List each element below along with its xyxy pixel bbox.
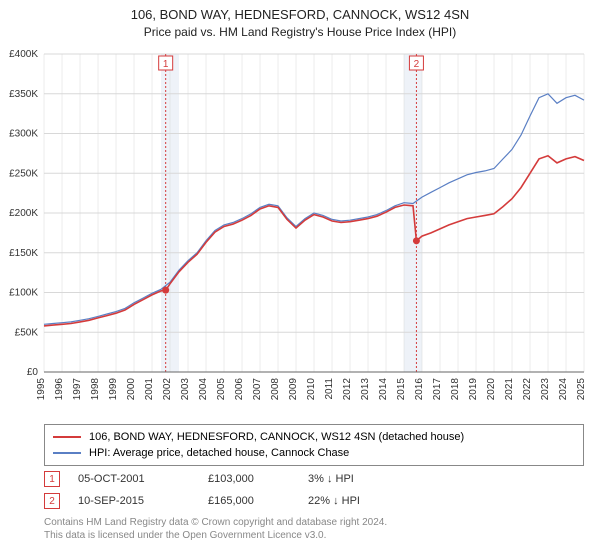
- svg-text:2020: 2020: [486, 378, 497, 401]
- legend-label: 106, BOND WAY, HEDNESFORD, CANNOCK, WS12…: [89, 431, 464, 443]
- sale-marker-row: 2 10-SEP-2015 £165,000 22% ↓ HPI: [44, 490, 584, 512]
- chart-subtitle: Price paid vs. HM Land Registry's House …: [0, 24, 600, 41]
- svg-text:2016: 2016: [414, 378, 425, 401]
- svg-text:£400K: £400K: [9, 49, 38, 60]
- sale-markers-table: 1 05-OCT-2001 £103,000 3% ↓ HPI 2 10-SEP…: [44, 468, 584, 512]
- svg-text:2007: 2007: [252, 378, 263, 401]
- svg-text:2010: 2010: [306, 378, 317, 401]
- marker-date: 10-SEP-2015: [78, 495, 208, 507]
- svg-text:2022: 2022: [522, 378, 533, 401]
- svg-text:2014: 2014: [378, 378, 389, 401]
- sale-marker-row: 1 05-OCT-2001 £103,000 3% ↓ HPI: [44, 468, 584, 490]
- svg-text:2008: 2008: [270, 378, 281, 401]
- footer-line: This data is licensed under the Open Gov…: [44, 529, 584, 542]
- legend-swatch: [53, 436, 81, 438]
- svg-text:1997: 1997: [72, 378, 83, 401]
- legend: 106, BOND WAY, HEDNESFORD, CANNOCK, WS12…: [44, 424, 584, 466]
- legend-label: HPI: Average price, detached house, Cann…: [89, 447, 349, 459]
- svg-text:£150K: £150K: [9, 248, 38, 259]
- svg-text:£300K: £300K: [9, 129, 38, 140]
- svg-text:1995: 1995: [36, 378, 47, 401]
- svg-text:2011: 2011: [324, 378, 335, 400]
- legend-item: HPI: Average price, detached house, Cann…: [53, 445, 575, 461]
- svg-text:2023: 2023: [540, 378, 551, 401]
- svg-text:1998: 1998: [90, 378, 101, 401]
- svg-text:£50K: £50K: [15, 327, 39, 338]
- line-chart: £0£50K£100K£150K£200K£250K£300K£350K£400…: [44, 48, 584, 400]
- chart-container: 106, BOND WAY, HEDNESFORD, CANNOCK, WS12…: [0, 0, 600, 560]
- svg-text:2006: 2006: [234, 378, 245, 401]
- svg-text:2025: 2025: [576, 378, 587, 401]
- svg-text:2002: 2002: [162, 378, 173, 401]
- svg-text:2003: 2003: [180, 378, 191, 401]
- svg-text:£250K: £250K: [9, 168, 38, 179]
- svg-text:2024: 2024: [558, 378, 569, 401]
- svg-text:2001: 2001: [144, 378, 155, 401]
- svg-text:2: 2: [414, 59, 420, 70]
- marker-badge: 2: [44, 493, 60, 509]
- svg-text:2018: 2018: [450, 378, 461, 401]
- svg-text:2015: 2015: [396, 378, 407, 401]
- chart-area: £0£50K£100K£150K£200K£250K£300K£350K£400…: [44, 48, 584, 400]
- marker-pct: 22% ↓ HPI: [308, 495, 428, 507]
- svg-text:£100K: £100K: [9, 288, 38, 299]
- svg-text:2013: 2013: [360, 378, 371, 401]
- svg-text:1: 1: [163, 59, 169, 70]
- svg-text:2019: 2019: [468, 378, 479, 401]
- svg-text:£200K: £200K: [9, 208, 38, 219]
- marker-pct: 3% ↓ HPI: [308, 473, 428, 485]
- marker-price: £165,000: [208, 495, 308, 507]
- svg-text:2012: 2012: [342, 378, 353, 401]
- footer-attribution: Contains HM Land Registry data © Crown c…: [44, 516, 584, 542]
- footer-line: Contains HM Land Registry data © Crown c…: [44, 516, 584, 529]
- svg-text:2021: 2021: [504, 378, 515, 401]
- svg-text:£0: £0: [27, 367, 39, 378]
- svg-text:2005: 2005: [216, 378, 227, 401]
- svg-text:2004: 2004: [198, 378, 209, 401]
- title-block: 106, BOND WAY, HEDNESFORD, CANNOCK, WS12…: [0, 0, 600, 41]
- svg-text:2017: 2017: [432, 378, 443, 401]
- chart-title: 106, BOND WAY, HEDNESFORD, CANNOCK, WS12…: [0, 6, 600, 24]
- marker-date: 05-OCT-2001: [78, 473, 208, 485]
- legend-swatch: [53, 452, 81, 454]
- marker-price: £103,000: [208, 473, 308, 485]
- svg-text:£350K: £350K: [9, 89, 38, 100]
- legend-item: 106, BOND WAY, HEDNESFORD, CANNOCK, WS12…: [53, 429, 575, 445]
- svg-text:2000: 2000: [126, 378, 137, 401]
- svg-text:1999: 1999: [108, 378, 119, 401]
- svg-text:2009: 2009: [288, 378, 299, 401]
- svg-text:1996: 1996: [54, 378, 65, 401]
- marker-badge: 1: [44, 471, 60, 487]
